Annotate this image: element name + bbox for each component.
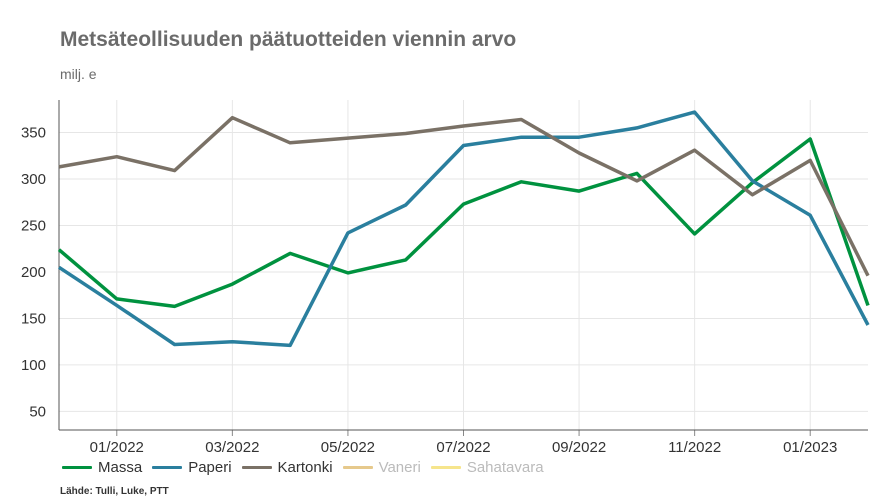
x-tick-label: 09/2022 [552, 439, 606, 456]
legend-swatch [241, 465, 272, 469]
y-tick-label: 100 [21, 357, 46, 374]
legend-swatch [62, 465, 92, 469]
x-tick-label: 11/2022 [668, 439, 721, 456]
y-tick-label: 50 [29, 403, 46, 420]
legend-swatch [430, 465, 461, 469]
legend-item-kartonki[interactable]: Kartonki [241, 458, 333, 476]
chart-legend: Massa Paperi Kartonki Vaneri Sahatavara [62, 456, 544, 478]
legend-item-paperi[interactable]: Paperi [152, 458, 232, 476]
legend-label: Paperi [188, 458, 232, 476]
legend-item-massa[interactable]: Massa [62, 459, 142, 476]
chart-title: Metsäteollisuuden päätuotteiden viennin … [60, 28, 517, 51]
legend-item-sahatavara[interactable]: Sahatavara [430, 458, 544, 476]
x-tick-label: 05/2022 [321, 439, 375, 456]
y-tick-label: 250 [21, 217, 46, 234]
legend-label: Vaneri [378, 458, 421, 476]
y-tick-label: 350 [21, 125, 46, 142]
chart-source: Lähde: Tulli, Luke, PTT [60, 486, 169, 497]
y-tick-label: 150 [21, 310, 46, 327]
x-tick-label: 03/2022 [205, 439, 259, 456]
legend-label: Sahatavara [466, 458, 544, 476]
legend-label: Kartonki [277, 458, 333, 476]
x-tick-label: 01/2023 [783, 439, 837, 456]
y-tick-label: 200 [21, 264, 46, 281]
x-tick-label: 01/2022 [90, 439, 144, 456]
legend-item-vaneri[interactable]: Vaneri [342, 458, 421, 476]
legend-label: Massa [98, 458, 143, 476]
legend-swatch [152, 465, 183, 469]
y-tick-label: 300 [21, 171, 46, 188]
x-tick-label: 07/2022 [436, 439, 490, 456]
legend-swatch [342, 465, 373, 469]
chart-subtitle: milj. e [60, 66, 97, 82]
